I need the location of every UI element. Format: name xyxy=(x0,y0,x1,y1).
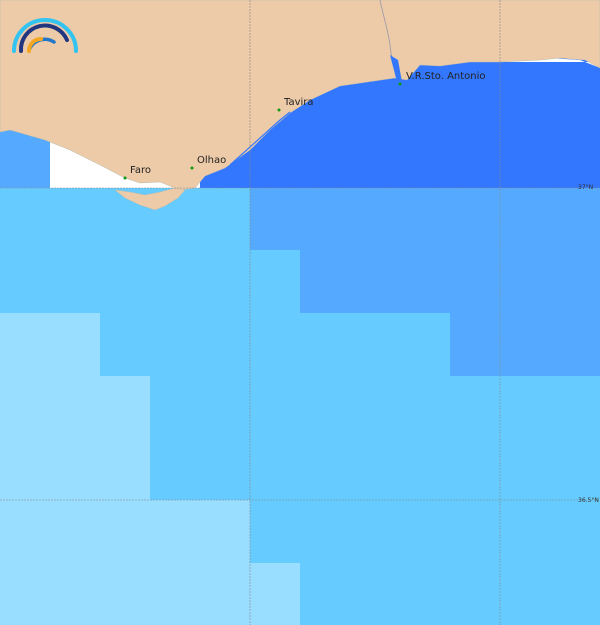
barrier-island xyxy=(229,111,291,166)
city-marker-icon xyxy=(123,176,127,180)
zone-cell xyxy=(0,313,100,376)
land xyxy=(0,0,600,211)
place-label-tavira[interactable]: Tavira xyxy=(283,97,314,108)
offshore-zones xyxy=(0,188,600,625)
rainbow-arcs-logo-icon xyxy=(12,18,78,53)
city-marker-icon xyxy=(277,108,281,112)
zone-cell xyxy=(450,313,600,376)
place-label-vr-sto-antonio[interactable]: V.R.Sto. Antonio xyxy=(406,71,486,82)
river-estuary xyxy=(390,55,402,82)
zone-cell xyxy=(0,376,150,500)
place-label-faro[interactable]: Faro xyxy=(130,165,151,176)
city-marker-icon xyxy=(398,82,402,86)
city-marker-icon xyxy=(190,166,194,170)
river xyxy=(379,0,399,79)
latitude-label-37: 37°N xyxy=(578,184,593,191)
zone-cell xyxy=(250,563,300,625)
places: Faro Olhao Tavira V.R.Sto. Antonio xyxy=(123,71,486,180)
latitude-label-36-5: 36.5°N xyxy=(578,497,599,504)
land-mass xyxy=(0,0,600,191)
zone-cell xyxy=(250,188,600,250)
place-label-olhao[interactable]: Olhao xyxy=(197,155,226,166)
lagoon-islands xyxy=(114,187,186,211)
zone-cell xyxy=(0,500,250,625)
zone-cell xyxy=(300,250,600,313)
